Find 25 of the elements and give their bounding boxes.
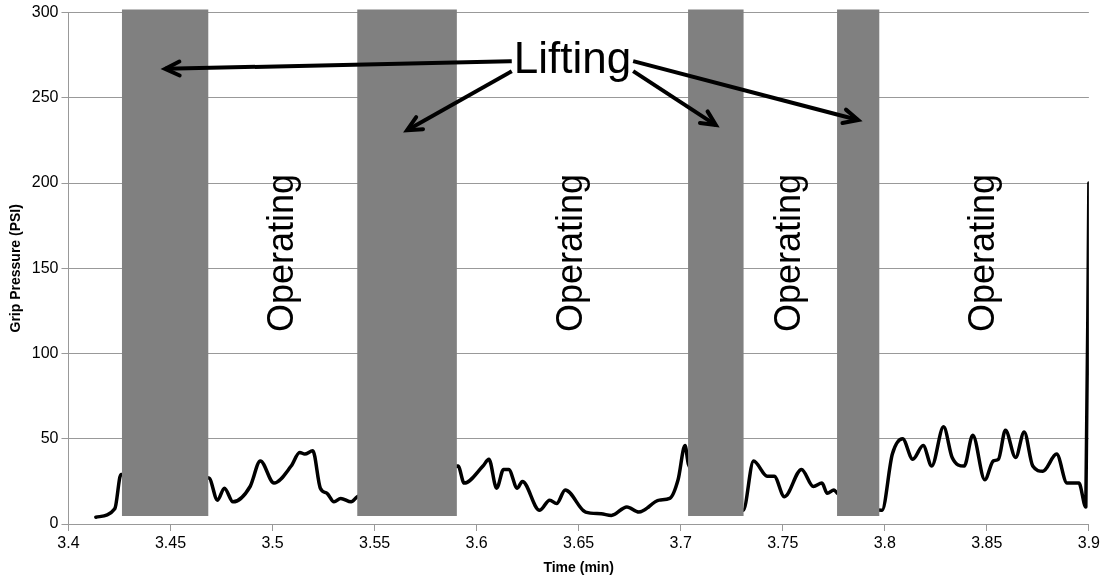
x-tick-label: 3.85	[971, 534, 1003, 552]
x-axis-title: Time (min)	[543, 559, 614, 576]
x-tick-label: 3.7	[669, 534, 692, 552]
x-tick-label: 3.5	[261, 534, 284, 552]
y-tick-label: 300	[31, 3, 59, 21]
y-axis-title: Grip Pressure (PSI)	[7, 204, 24, 333]
x-tick-label: 3.55	[359, 534, 391, 552]
y-tick-label: 200	[31, 173, 59, 191]
annotation: Lifting	[513, 33, 632, 83]
y-tick-label: 0	[49, 514, 59, 532]
y-tick-label: 100	[31, 343, 59, 361]
y-tick-label: 50	[40, 429, 59, 447]
x-tick-label: 3.45	[154, 534, 187, 552]
y-tick-label: 250	[31, 88, 59, 106]
y-tick-label: 150	[31, 258, 59, 276]
annotation: Operating	[259, 173, 301, 333]
annotation: Operating	[961, 173, 1003, 333]
x-tick-label: 3.6	[465, 534, 488, 552]
x-tick-label: 3.4	[57, 534, 80, 552]
x-tick-label: 3.75	[767, 534, 799, 552]
annotation: Operating	[549, 173, 591, 333]
x-tick-label: 3.9	[1077, 534, 1101, 552]
x-tick-label: 3.8	[873, 534, 897, 552]
annotation: Operating	[767, 173, 809, 333]
x-tick-label: 3.65	[563, 534, 595, 552]
